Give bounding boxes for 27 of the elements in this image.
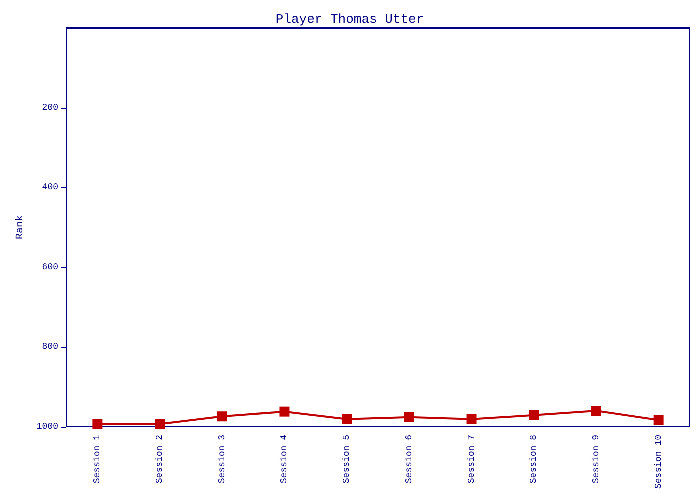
point: [342, 414, 352, 424]
point: [280, 406, 290, 417]
x-tick-label: Session 6: [404, 434, 414, 484]
point: [591, 406, 602, 416]
point: [654, 415, 664, 426]
x-tick-label: Session 7: [466, 434, 477, 484]
point: [466, 414, 477, 424]
y-tick-label: 800: [42, 342, 59, 352]
x-tick-label: Session 4: [280, 434, 290, 484]
x-tick-label: Session 2: [155, 434, 166, 484]
x-tick-label: Session 5: [342, 434, 352, 484]
y-axis-title: Rank: [14, 215, 26, 240]
x-tick-label: Session 1: [92, 434, 103, 484]
x-tick-label: Session 3: [217, 434, 228, 484]
chart-title: Player Thomas Utter: [276, 12, 424, 27]
x-tick-label: Session 10: [654, 434, 664, 490]
point: [217, 412, 228, 422]
x-tick-label: Session 8: [529, 434, 540, 484]
point: [92, 419, 103, 430]
y-tick-label: 200: [42, 102, 59, 113]
y-tick-label: 400: [42, 182, 59, 193]
point: [155, 419, 166, 430]
y-tick-label: 1000: [36, 422, 59, 432]
point: [529, 410, 540, 420]
x-tick-label: Session 9: [591, 434, 602, 484]
y-tick-label: 600: [42, 262, 59, 272]
point: [404, 412, 414, 422]
